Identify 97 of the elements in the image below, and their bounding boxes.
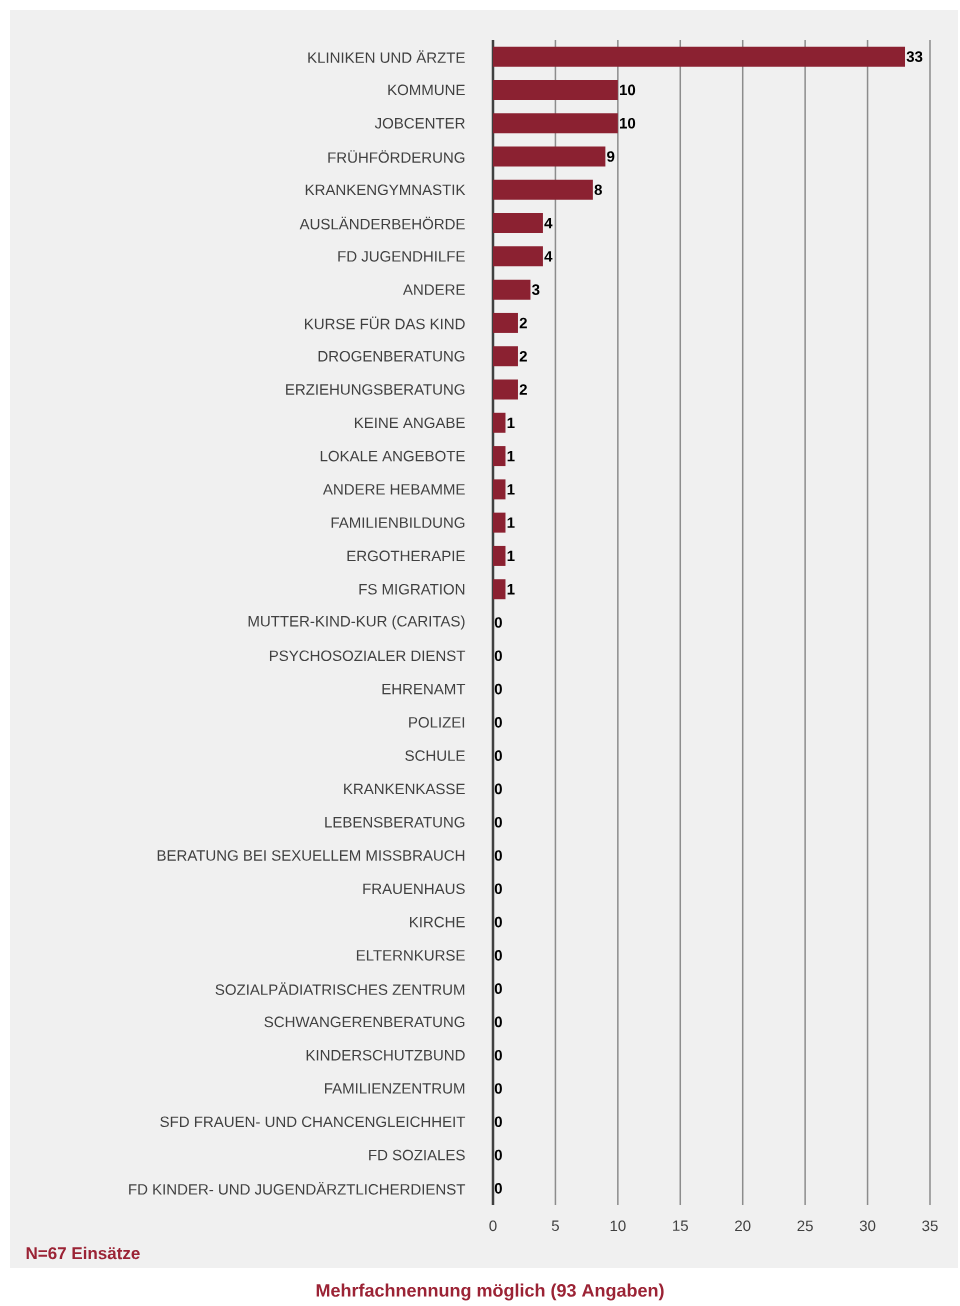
data-label: 0 (494, 883, 502, 895)
data-label: 2 (519, 384, 527, 395)
y-tick-label: FD SOZIALES (369, 1149, 465, 1161)
data-label: 4 (544, 217, 553, 229)
data-label: 1 (507, 484, 515, 495)
bar (493, 545, 506, 566)
x-tick-label: 20 (735, 1220, 751, 1232)
data-label: 0 (494, 1116, 502, 1128)
y-tick-label: FS MIGRATION (359, 583, 465, 595)
bar (493, 46, 906, 67)
y-tick-label: KRANKENGYMNASTIK (305, 184, 466, 196)
data-label: 0 (494, 717, 502, 728)
y-tick-label: MUTTER-KIND-KUR (CARITAS) (248, 615, 465, 630)
y-tick-label: DROGENBERATUNG (318, 350, 465, 362)
x-tick-label: 10 (610, 1220, 626, 1232)
bar (493, 379, 518, 400)
y-tick-label: FD JUGENDHILFE (338, 251, 465, 262)
data-label: 4 (544, 251, 553, 262)
y-tick-label: KINDERSCHUTZBUND (306, 1049, 465, 1061)
y-tick-label: ANDERE HEBAMME (322, 484, 465, 495)
data-label: 2 (519, 317, 527, 329)
data-label: 9 (607, 151, 615, 162)
y-tick-label: PSYCHOSOZIALER DIENST (269, 650, 466, 662)
x-tick-label: 30 (859, 1220, 876, 1232)
y-tick-label: KRANKENKASSE (344, 783, 465, 795)
data-label: 2 (519, 350, 527, 362)
y-tick-label: FAMILIENZENTRUM (325, 1083, 465, 1094)
y-tick-label: POLIZEI (409, 717, 465, 728)
text: N=67 Einsätze (26, 1246, 140, 1260)
data-label: 33 (906, 51, 923, 62)
y-tick-label: BERATUNG BEI SEXUELLEM MISSBRAUCH (157, 850, 465, 861)
data-label: 0 (494, 1183, 502, 1194)
data-label: 8 (594, 184, 602, 196)
bar (493, 146, 606, 167)
y-tick-label: KOMMUNE (388, 84, 465, 96)
y-tick-label: FRÜHFÖRDERUNG (328, 150, 465, 163)
data-label: 0 (494, 650, 502, 662)
data-label: 0 (494, 1049, 502, 1061)
y-tick-label: SFD FRAUEN- UND CHANCENGLEICHHEIT (160, 1116, 466, 1128)
data-label: 1 (507, 584, 515, 595)
data-label: 0 (494, 1149, 502, 1161)
data-label: 10 (619, 84, 636, 96)
data-label: 1 (507, 550, 515, 562)
y-tick-label: ANDERE (402, 284, 465, 295)
data-label: 0 (494, 950, 502, 961)
x-tick-label: 0 (489, 1220, 497, 1232)
bar (493, 579, 506, 600)
data-label: 1 (507, 450, 515, 462)
data-label: 0 (494, 850, 502, 861)
data-label: 0 (494, 816, 502, 828)
y-tick-label: SCHULE (405, 750, 465, 761)
y-tick-label: KURSE FÜR DAS KIND (305, 316, 465, 330)
data-label: 3 (532, 284, 540, 295)
x-tick-label: 25 (797, 1220, 813, 1232)
data-label: 10 (619, 117, 636, 129)
bar (493, 213, 543, 234)
bar (493, 346, 518, 367)
x-tick-label: 35 (922, 1220, 938, 1232)
y-tick-label: ERZIEHUNGSBERATUNG (286, 384, 465, 395)
y-tick-label: EHRENAMT (382, 683, 466, 695)
data-label: 0 (494, 617, 502, 628)
y-tick-label: ELTERNKURSE (356, 950, 465, 961)
bar (493, 312, 518, 333)
bar (493, 113, 618, 134)
x-tick-label: 5 (551, 1220, 559, 1231)
bar (493, 79, 618, 100)
y-tick-label: FAMILIENBILDUNG (331, 517, 465, 528)
bar (493, 479, 506, 500)
data-label: 0 (494, 783, 502, 795)
data-label: 1 (507, 517, 515, 528)
bar (493, 246, 543, 267)
data-label: 0 (494, 683, 502, 695)
data-label: 0 (494, 983, 502, 994)
y-tick-label: JOBCENTER (374, 117, 465, 129)
y-tick-label: FD KINDER- UND JUGENDÄRZTLICHERDIENST (129, 1182, 466, 1195)
bar (493, 512, 506, 533)
bar (493, 179, 593, 200)
bar (493, 446, 506, 467)
data-label: 0 (494, 1083, 502, 1094)
data-label: 0 (494, 1016, 502, 1028)
y-tick-label: KLINIKEN UND ÄRZTE (308, 50, 465, 63)
y-tick-label: LOKALE ANGEBOTE (320, 450, 465, 462)
data-label: 0 (494, 916, 502, 928)
bar (493, 279, 531, 300)
y-tick-label: FRAUENHAUS (363, 883, 465, 895)
y-tick-label: SOZIALPÄDIATRISCHES ZENTRUM (215, 982, 465, 995)
text: Mehrfachnennung möglich (93 Angaben) (316, 1283, 664, 1301)
y-tick-label: AUSLÄNDERBEHÖRDE (299, 216, 465, 230)
y-tick-label: ERGOTHERAPIE (347, 550, 465, 562)
y-tick-label: LEBENSBERATUNG (325, 816, 465, 828)
y-tick-label: KEINE ANGABE (354, 417, 465, 429)
y-tick-label: SCHWANGERENBERATUNG (264, 1016, 465, 1028)
x-tick-label: 15 (673, 1220, 688, 1231)
data-label: 1 (507, 417, 515, 428)
bar (493, 412, 506, 433)
y-tick-label: KIRCHE (410, 916, 465, 928)
data-label: 0 (494, 750, 502, 761)
